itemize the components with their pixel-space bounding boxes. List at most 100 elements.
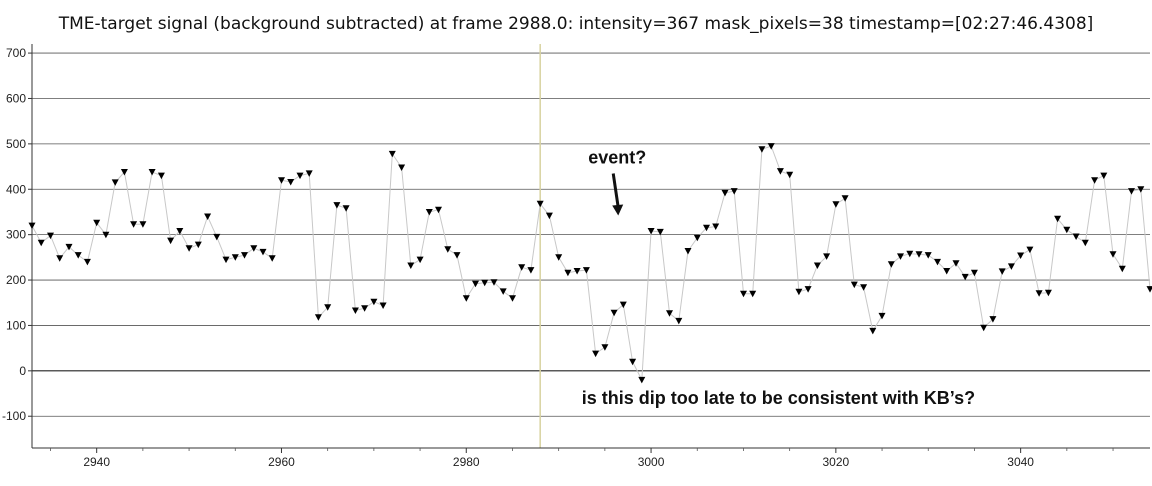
- data-point: [167, 237, 175, 245]
- data-point: [1035, 290, 1043, 297]
- data-point: [878, 312, 886, 320]
- data-point: [703, 224, 710, 232]
- data-point: [610, 309, 618, 317]
- y-tick-label: 700: [6, 46, 26, 60]
- data-point: [897, 253, 904, 260]
- data-point: [102, 231, 110, 239]
- data-point: [1081, 239, 1089, 247]
- y-tick-label: 300: [6, 228, 26, 242]
- data-point: [379, 302, 387, 309]
- data-point: [213, 233, 221, 241]
- y-tick-label: 600: [6, 91, 26, 105]
- y-tick-label: 100: [6, 318, 26, 332]
- data-point: [564, 269, 572, 277]
- data-point: [139, 221, 147, 228]
- data-point: [693, 234, 701, 242]
- data-point: [850, 281, 858, 289]
- data-point: [832, 201, 840, 208]
- data-point: [481, 279, 489, 287]
- data-point: [259, 248, 267, 256]
- data-point: [148, 169, 156, 176]
- data-point: [65, 243, 73, 251]
- data-point: [416, 256, 424, 264]
- data-point: [823, 253, 831, 260]
- data-point: [499, 288, 507, 295]
- data-point: [370, 298, 378, 306]
- series-polyline: [31, 145, 1151, 382]
- data-point: [324, 304, 332, 311]
- data-point: [869, 327, 877, 335]
- data-point: [314, 314, 322, 321]
- data-point: [813, 262, 821, 269]
- data-point: [980, 324, 988, 332]
- data-point: [435, 206, 442, 214]
- data-point: [472, 280, 479, 288]
- data-point: [749, 290, 757, 298]
- data-point: [573, 268, 581, 275]
- data-point: [684, 248, 692, 255]
- data-point: [351, 307, 359, 314]
- data-point: [527, 267, 535, 274]
- data-point: [453, 252, 461, 259]
- data-point: [1072, 233, 1080, 240]
- data-point: [111, 179, 119, 186]
- data-point: [185, 245, 193, 252]
- data-point: [1109, 251, 1117, 258]
- data-point: [296, 172, 304, 180]
- data-point: [998, 268, 1006, 275]
- data-point: [37, 239, 45, 247]
- data-point: [194, 241, 202, 249]
- data-point: [1146, 286, 1152, 293]
- y-tick-label: 0: [19, 364, 26, 378]
- data-point: [333, 202, 341, 209]
- annotations: event? is this dip too late to be consist…: [582, 147, 975, 408]
- data-point: [120, 169, 128, 176]
- data-point: [758, 146, 766, 153]
- data-point: [1137, 186, 1145, 193]
- data-point: [804, 286, 812, 293]
- data-point: [204, 213, 212, 220]
- data-point: [361, 305, 369, 312]
- data-point: [28, 222, 36, 230]
- data-point: [841, 195, 849, 202]
- data-point: [887, 261, 895, 268]
- annotation-arrowhead: [612, 204, 624, 216]
- data-point: [952, 260, 960, 267]
- data-point: [1091, 177, 1099, 184]
- data-point: [222, 256, 230, 264]
- data-point: [407, 262, 415, 269]
- data-point: [1128, 188, 1135, 195]
- data-point: [398, 164, 406, 171]
- y-tick-label: 200: [6, 273, 26, 287]
- data-point: [1100, 172, 1108, 180]
- x-tick-label: 2980: [453, 455, 480, 469]
- data-markers: [28, 143, 1152, 384]
- gridlines: [32, 52, 1150, 417]
- data-point: [241, 252, 248, 259]
- data-point: [231, 254, 239, 261]
- y-tick-label: 500: [6, 137, 26, 151]
- series-line: [31, 145, 1151, 382]
- data-point: [943, 268, 951, 275]
- data-point: [906, 250, 914, 258]
- data-point: [767, 143, 775, 150]
- data-point: [287, 179, 295, 186]
- annotation-question: is this dip too late to be consistent wi…: [582, 388, 975, 408]
- data-point: [1026, 246, 1034, 254]
- data-point: [555, 254, 563, 261]
- data-point: [961, 273, 969, 281]
- data-point: [1063, 226, 1071, 234]
- data-point: [730, 188, 738, 195]
- data-point: [970, 269, 978, 277]
- data-point: [712, 223, 720, 230]
- data-point: [619, 301, 627, 309]
- chart-title: TME-target signal (background subtracted…: [58, 14, 1094, 34]
- data-point: [656, 228, 664, 236]
- data-point: [582, 267, 590, 274]
- data-point: [250, 245, 258, 252]
- data-point: [74, 252, 82, 259]
- data-point: [675, 317, 683, 325]
- data-point: [721, 189, 729, 197]
- data-point: [1017, 252, 1025, 259]
- data-point: [388, 150, 396, 158]
